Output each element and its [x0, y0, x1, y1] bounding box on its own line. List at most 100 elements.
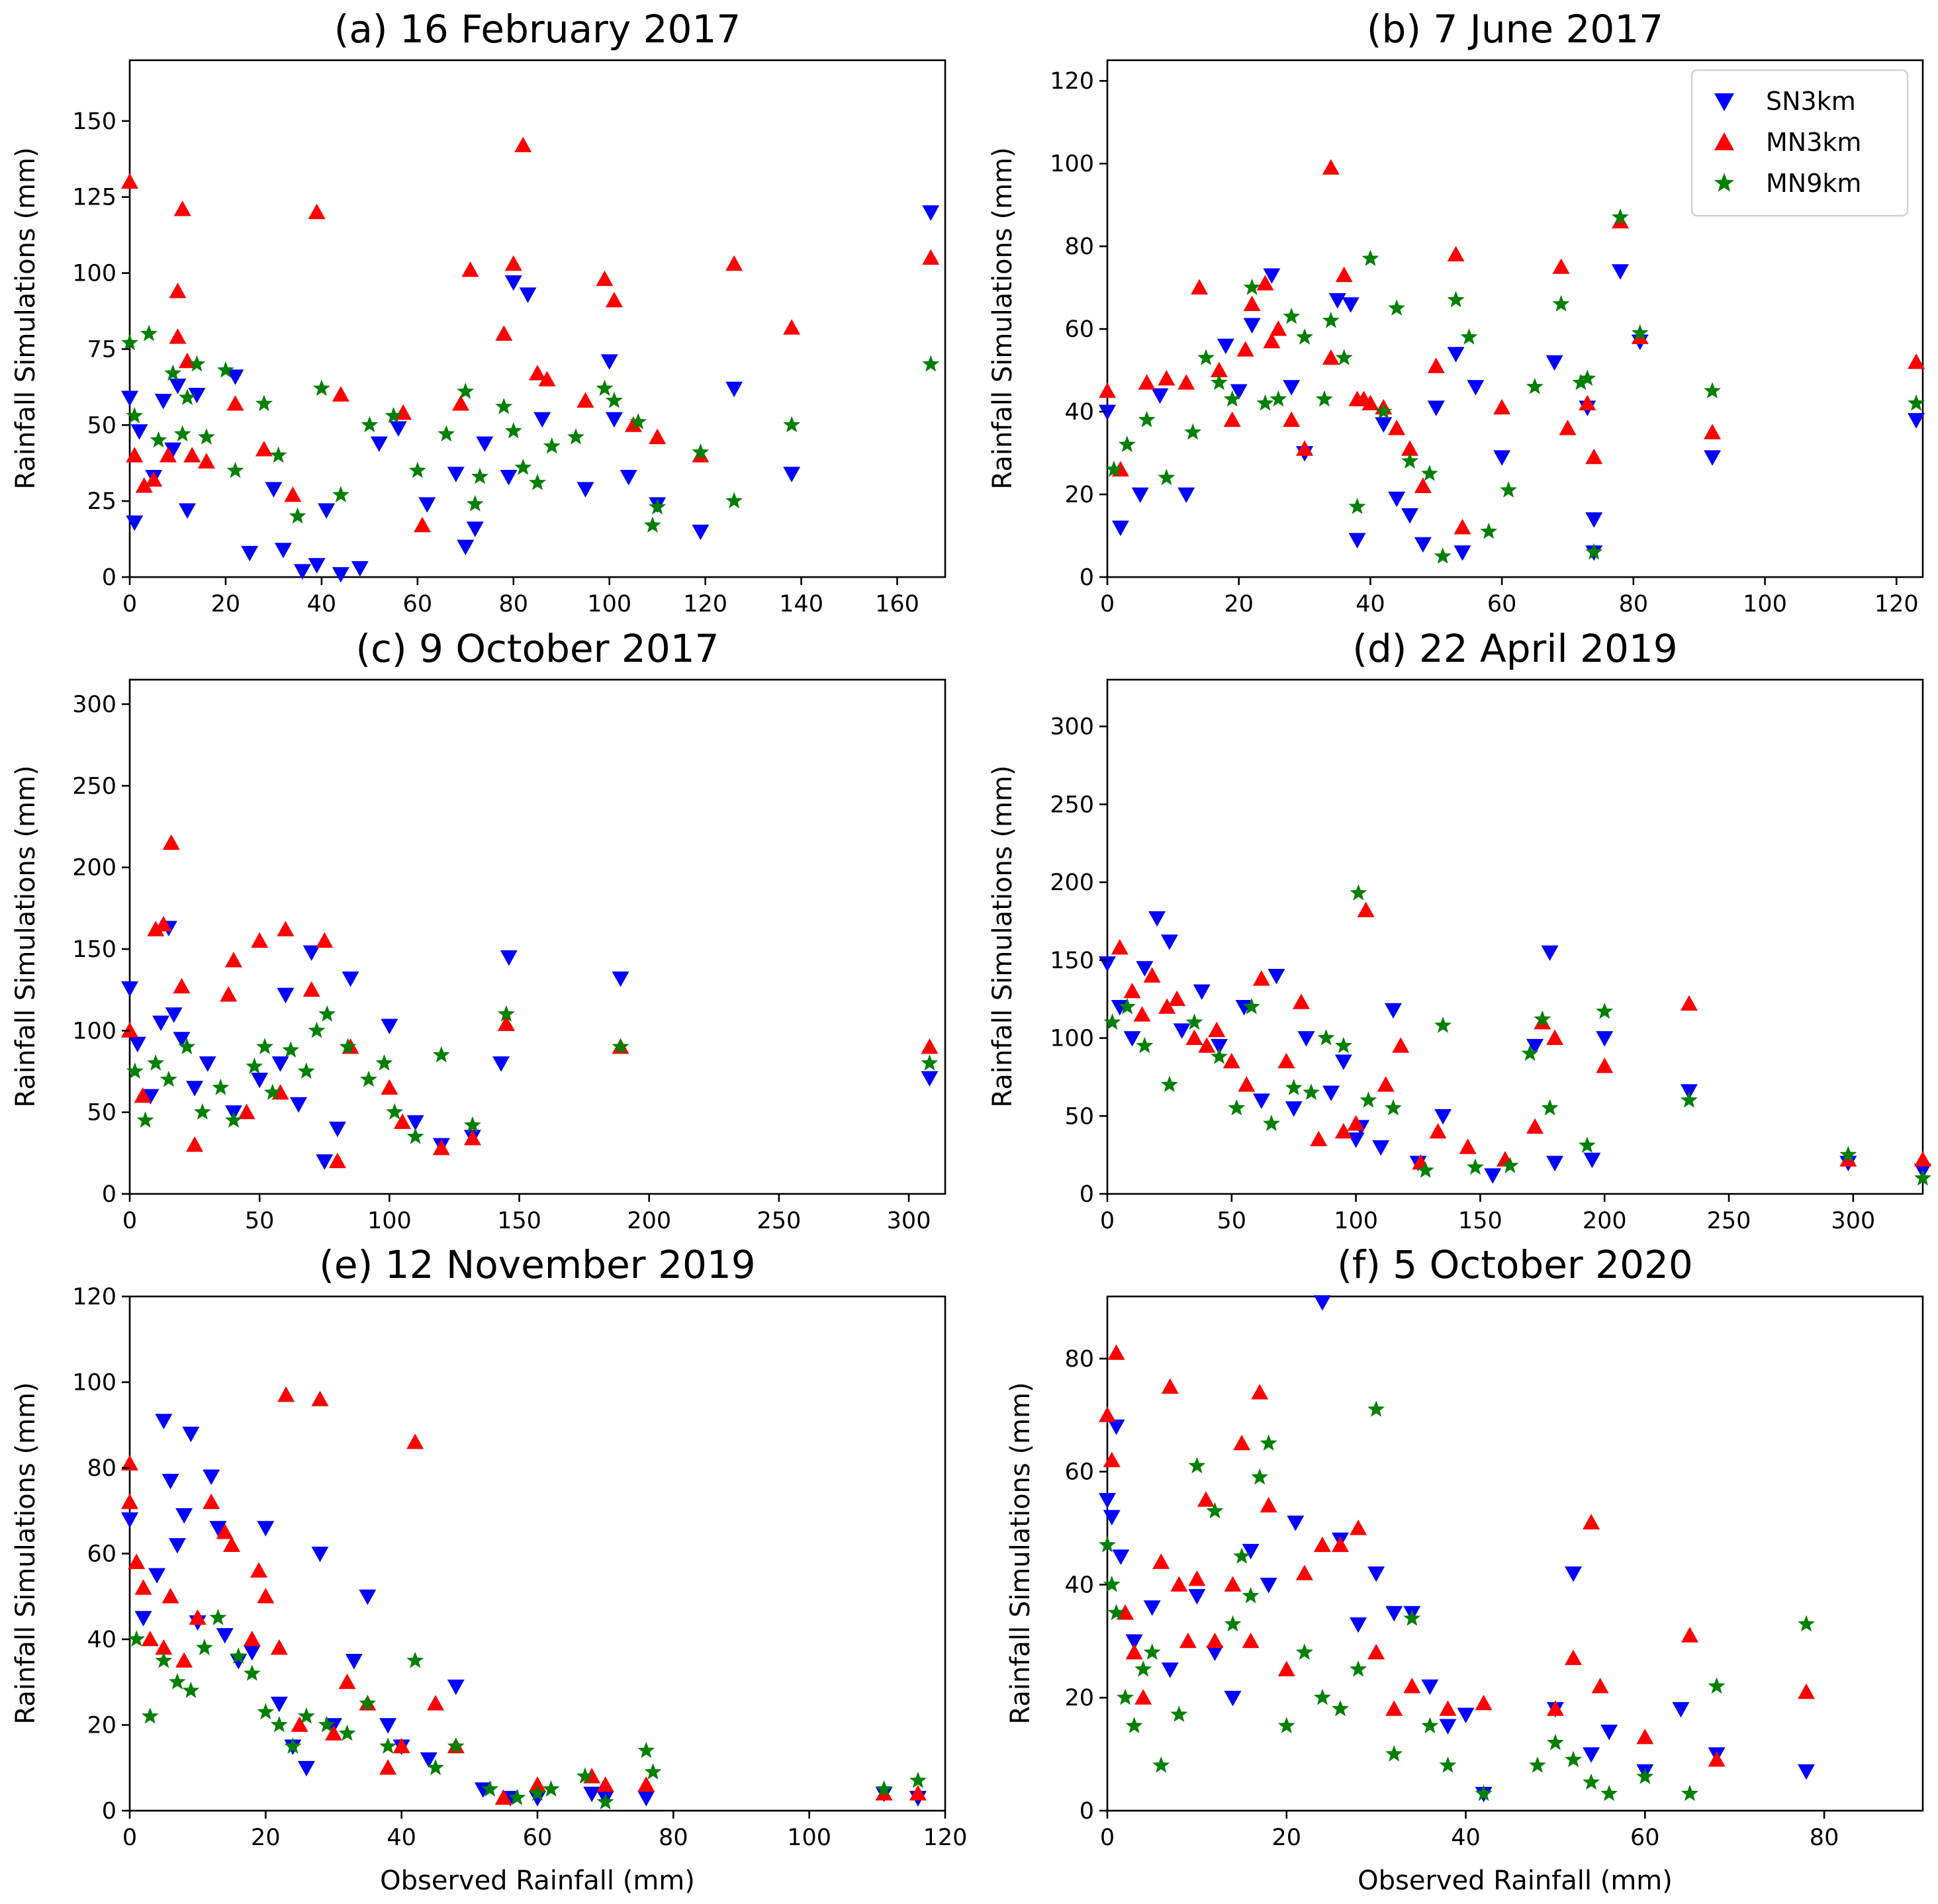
x-axis-ticks: 0 20 40 60 80 100 120 — [122, 1811, 967, 1851]
data-point — [1596, 1057, 1614, 1073]
data-point — [1260, 1496, 1277, 1513]
data-point — [1152, 1756, 1170, 1773]
data-point — [1375, 417, 1393, 433]
data-point — [293, 564, 311, 580]
data-point — [922, 205, 940, 221]
x-tick-label: 20 — [1271, 1825, 1301, 1851]
data-point — [1211, 1038, 1228, 1055]
data-point — [1552, 258, 1570, 274]
scatter-points — [1099, 159, 1925, 564]
data-point — [1117, 1688, 1134, 1705]
data-point — [452, 395, 470, 411]
data-point — [1434, 547, 1452, 564]
data-point — [188, 387, 206, 404]
scatter-points — [1099, 884, 1931, 1186]
data-point — [186, 1136, 204, 1152]
y-tick-label: 60 — [1064, 316, 1094, 343]
panel-title: (e) 12 November 2019 — [319, 1242, 755, 1287]
legend-marker-sn3km — [1714, 93, 1734, 111]
data-point — [241, 545, 259, 562]
data-point — [140, 324, 158, 341]
data-point — [567, 428, 584, 445]
data-point — [381, 1079, 398, 1095]
data-point — [725, 255, 743, 271]
data-point — [1534, 1010, 1551, 1027]
plot-frame — [128, 59, 946, 578]
data-point — [1118, 435, 1136, 453]
scatter-points — [121, 136, 940, 583]
data-point — [1335, 349, 1353, 365]
data-point — [145, 471, 163, 487]
data-point — [1335, 266, 1353, 283]
data-point — [542, 1780, 560, 1797]
data-point — [1908, 353, 1925, 369]
data-point — [921, 1071, 939, 1087]
series-sn3km — [121, 921, 939, 1170]
data-point — [217, 361, 234, 378]
data-point — [277, 1386, 295, 1402]
data-point — [394, 404, 412, 420]
x-tick-label: 200 — [627, 1208, 671, 1234]
x-tick-label: 0 — [1100, 1825, 1115, 1851]
data-point — [332, 486, 349, 502]
plot-frame — [128, 1295, 946, 1812]
data-point — [1292, 993, 1310, 1009]
data-point — [692, 524, 710, 541]
data-point — [649, 428, 667, 445]
data-point — [308, 1021, 326, 1038]
data-point — [1680, 1091, 1698, 1108]
data-point — [1908, 394, 1925, 411]
data-point — [1546, 1700, 1564, 1716]
data-point — [1313, 1295, 1331, 1311]
data-point — [1152, 1553, 1170, 1569]
data-point — [1500, 481, 1517, 498]
data-point — [1107, 1604, 1125, 1621]
data-point — [1466, 1158, 1484, 1175]
data-point — [339, 1038, 357, 1054]
series-mn9km — [1099, 1400, 1815, 1801]
data-point — [1277, 1717, 1295, 1733]
data-point — [1403, 1678, 1421, 1694]
data-point — [596, 1776, 614, 1792]
data-point — [121, 981, 138, 997]
data-point — [1680, 995, 1698, 1011]
data-point — [1243, 295, 1261, 312]
data-point — [297, 1062, 315, 1079]
data-point — [1421, 1679, 1439, 1696]
data-point — [1151, 388, 1169, 404]
data-point — [1585, 448, 1603, 465]
x-axis-label: Observed Rainfall (mm) — [1358, 1866, 1673, 1896]
data-point — [385, 406, 402, 424]
data-point — [183, 447, 201, 463]
x-tick-label: 250 — [1707, 1208, 1751, 1234]
data-point — [1296, 440, 1314, 456]
data-point — [1296, 328, 1313, 345]
data-point — [291, 1716, 308, 1732]
data-point — [302, 945, 320, 961]
data-point — [1447, 347, 1465, 363]
data-point — [257, 1588, 275, 1604]
data-point — [379, 1759, 397, 1775]
data-point — [126, 447, 144, 463]
data-point — [135, 477, 153, 493]
data-point — [155, 1414, 173, 1429]
data-point — [1631, 324, 1649, 341]
data-point — [1185, 1029, 1203, 1045]
data-point — [427, 1695, 444, 1711]
data-point — [1579, 369, 1596, 386]
x-tick-label: 40 — [387, 1825, 416, 1851]
data-point — [1238, 1076, 1256, 1092]
data-point — [178, 352, 196, 369]
data-point — [1467, 380, 1485, 396]
data-point — [130, 424, 148, 440]
series-mn3km — [121, 1386, 927, 1805]
data-point — [408, 461, 426, 478]
y-tick-label: 20 — [1064, 1685, 1094, 1711]
data-point — [270, 1696, 288, 1713]
data-point — [128, 1630, 146, 1647]
data-point — [533, 412, 551, 428]
data-point — [481, 1780, 499, 1797]
data-point — [620, 469, 637, 486]
data-point — [1136, 1036, 1154, 1054]
data-point — [298, 1707, 315, 1724]
